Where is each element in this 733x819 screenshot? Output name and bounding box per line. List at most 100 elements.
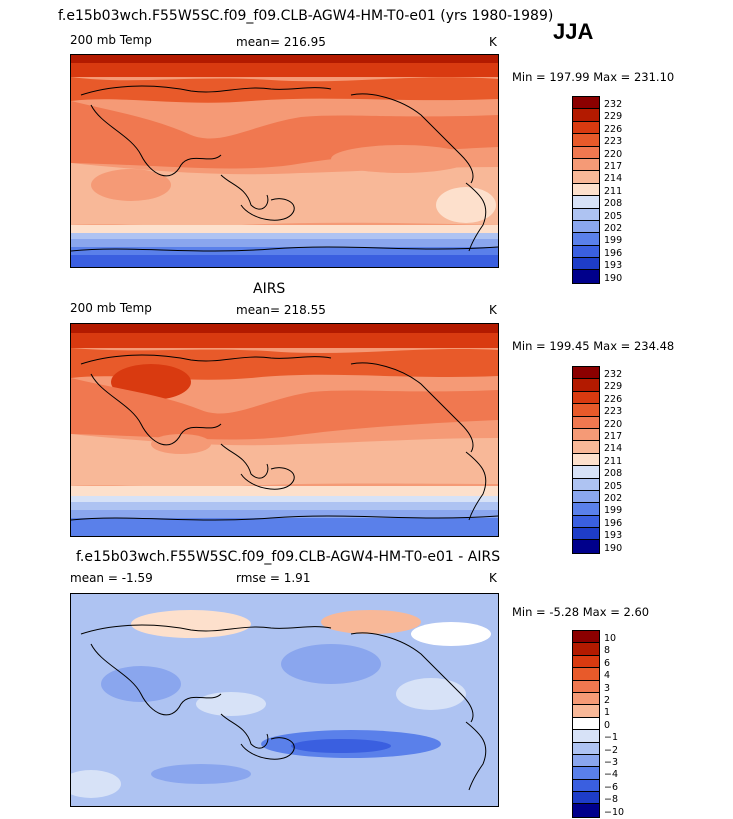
- colorbar-swatch: [573, 705, 599, 718]
- panel2-mean: mean= 218.55: [236, 303, 326, 317]
- colorbar-tick-label: −4: [604, 769, 619, 781]
- panel3-map: [70, 593, 499, 807]
- colorbar-swatch: [573, 540, 599, 553]
- coast-australia: [240, 467, 295, 490]
- colorbar-swatch: [573, 742, 599, 755]
- colorbar-tick-label: 226: [604, 123, 623, 135]
- colorbar-tick-label: −10: [604, 806, 625, 818]
- colorbar-tick-label: 214: [604, 173, 623, 185]
- colorbar-swatch: [573, 668, 599, 681]
- coast-indonesia: [220, 713, 269, 749]
- coast-indonesia: [220, 174, 269, 210]
- colorbar-swatch: [573, 97, 599, 110]
- field-blob-1: [91, 169, 171, 201]
- coast-indonesia: [220, 443, 269, 479]
- colorbar-tick-label: 199: [604, 235, 623, 247]
- colorbar-tick-label: 220: [604, 418, 623, 430]
- field-band-s4: [71, 510, 498, 518]
- colorbar-tick-label: 196: [604, 517, 623, 529]
- colorbar-tick-label: 220: [604, 148, 623, 160]
- colorbar-tick-label: 3: [604, 682, 611, 694]
- colorbar-tick-label: −6: [604, 781, 619, 793]
- panel3-rmse: rmse = 1.91: [236, 571, 311, 585]
- panel1-map: [70, 54, 499, 268]
- colorbar-swatch: [573, 233, 599, 246]
- panel3-colorbar-labels: 10 8 6 4 3 2 1 0 −1 −2 −3 −4 −6 −8 −10: [604, 633, 624, 819]
- coast-south-america: [465, 721, 487, 791]
- field-band-s2: [71, 233, 498, 239]
- panel1-variable-label: 200 mb Temp: [70, 33, 152, 47]
- coast-australia: [240, 737, 295, 760]
- colorbar-swatch: [573, 270, 599, 283]
- field-blob-positive-2: [321, 610, 421, 634]
- colorbar-swatch: [573, 767, 599, 780]
- colorbar-swatch: [573, 379, 599, 392]
- field-blob-negative-3: [281, 644, 381, 684]
- panel3-mean: mean = -1.59: [70, 571, 153, 585]
- panel2-units: K: [489, 303, 497, 317]
- field-band-s1: [71, 486, 498, 496]
- field-band-subtropics: [71, 378, 498, 440]
- season-label: JJA: [553, 19, 594, 44]
- colorbar-swatch: [573, 515, 599, 529]
- field-blob-neutral-4: [196, 692, 266, 716]
- colorbar-tick-label: −1: [604, 732, 619, 744]
- coast-australia: [240, 198, 295, 221]
- coast-asia-south: [90, 104, 222, 177]
- colorbar-tick-label: 6: [604, 657, 611, 669]
- coast-north-america: [350, 93, 474, 184]
- field-band-tropics: [71, 163, 498, 226]
- colorbar-tick-label: 4: [604, 670, 611, 682]
- coast-asia-south: [90, 373, 222, 446]
- colorbar-tick-label: 10: [604, 633, 617, 644]
- panel1-contour-field: [71, 55, 498, 267]
- colorbar-swatch: [573, 643, 599, 656]
- colorbar-swatch: [573, 528, 599, 541]
- colorbar-tick-label: 217: [604, 431, 623, 443]
- colorbar-tick-label: 208: [604, 198, 623, 210]
- coast-north-america: [350, 362, 474, 453]
- colorbar-swatch: [573, 453, 599, 467]
- figure-title: f.e15b03wch.F55W5SC.f09_f09.CLB-AGW4-HM-…: [58, 8, 554, 24]
- panel1-mean: mean= 216.95: [236, 35, 326, 49]
- field-band-s3: [71, 239, 498, 247]
- colorbar-swatch: [573, 466, 599, 479]
- colorbar-tick-label: 226: [604, 393, 623, 405]
- field-blob-2: [331, 145, 471, 173]
- colorbar-swatch: [573, 121, 599, 135]
- colorbar-tick-label: 8: [604, 645, 611, 657]
- colorbar-swatch: [573, 490, 599, 504]
- field-band-s1: [71, 225, 498, 233]
- colorbar-tick-label: 202: [604, 493, 623, 505]
- field-band-s4: [71, 247, 498, 255]
- colorbar-swatch: [573, 258, 599, 271]
- panel2-colorbar: [572, 366, 600, 554]
- colorbar-tick-label: 232: [604, 369, 623, 380]
- colorbar-swatch: [573, 680, 599, 693]
- coastlines: [80, 624, 487, 791]
- panel2-contour-field: [71, 324, 498, 536]
- panel3-contour-field: [71, 594, 498, 806]
- colorbar-tick-label: 190: [604, 272, 623, 284]
- panel1-colorbar-labels: 232 229 226 223 220 217 214 211 208 205 …: [604, 99, 622, 285]
- colorbar-tick-label: 205: [604, 210, 623, 222]
- colorbar-swatch: [573, 631, 599, 644]
- panel3-title: f.e15b03wch.F55W5SC.f09_f09.CLB-AGW4-HM-…: [76, 549, 501, 565]
- colorbar-tick-label: 232: [604, 99, 623, 110]
- colorbar-tick-label: 229: [604, 111, 623, 123]
- colorbar-tick-label: 208: [604, 468, 623, 480]
- panel2-title: AIRS: [253, 281, 286, 297]
- coast-south-america: [465, 182, 487, 252]
- panel1-colorbar: [572, 96, 600, 284]
- colorbar-tick-label: 193: [604, 530, 623, 542]
- colorbar-tick-label: 211: [604, 455, 623, 467]
- panel2-variable-label: 200 mb Temp: [70, 301, 152, 315]
- colorbar-tick-label: 193: [604, 260, 623, 272]
- coast-eurasia-north: [80, 85, 332, 96]
- field-band-s5: [71, 518, 498, 536]
- field-blob-1: [151, 434, 211, 454]
- field-blob-neutral-2: [71, 770, 121, 798]
- colorbar-swatch: [573, 730, 599, 743]
- colorbar-swatch: [573, 404, 599, 417]
- field-band-pole: [71, 55, 498, 63]
